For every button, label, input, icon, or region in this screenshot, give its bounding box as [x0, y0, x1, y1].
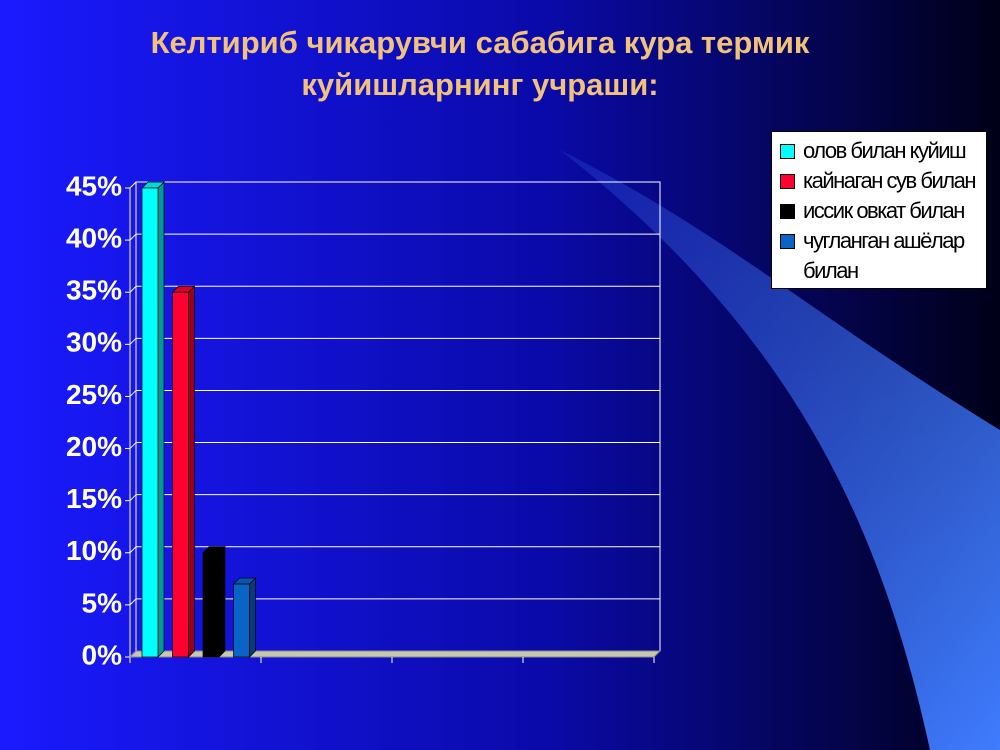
- y-tick-label: 40%: [66, 223, 122, 254]
- grid-line: [129, 337, 137, 345]
- grid-line: [129, 181, 137, 189]
- bar-face: [233, 583, 250, 658]
- legend-label: иссик овкат билан: [803, 198, 965, 223]
- bar-face: [249, 577, 256, 658]
- bar: [141, 181, 165, 658]
- y-tick-label: 45%: [66, 170, 122, 201]
- legend-item: кайнаган сув билан: [778, 166, 982, 196]
- legend-swatch: [780, 204, 795, 219]
- legend-swatch: [780, 144, 795, 159]
- y-tick-label: 15%: [66, 483, 122, 514]
- grid-line: [129, 598, 137, 606]
- grid-line: [129, 233, 137, 241]
- bar-face: [141, 187, 159, 658]
- bar-face: [202, 552, 220, 658]
- y-tick-label: 35%: [66, 275, 122, 306]
- y-tick-label: 25%: [66, 379, 122, 410]
- y-tick-label: 10%: [66, 535, 122, 566]
- bar-face: [188, 285, 195, 658]
- y-tick-label: 30%: [66, 327, 122, 358]
- bar-face: [157, 181, 165, 658]
- legend-item: чугланган ашёлар билан: [778, 226, 982, 286]
- bar: [171, 285, 196, 658]
- bar-face: [172, 291, 189, 658]
- chart-title: Келтириб чикарувчи сабабига кура термик …: [150, 25, 810, 102]
- legend-item: иссик овкат билан: [778, 196, 982, 226]
- y-tick-label: 5%: [82, 587, 123, 618]
- legend: олов билан куйиш кайнаган сув билан иссик …: [771, 131, 987, 289]
- legend-swatch: [780, 174, 795, 189]
- legend-label: чугланган ашёлар билан: [803, 228, 965, 283]
- legend-label: олов билан куйиш: [803, 138, 967, 163]
- legend-swatch: [780, 234, 795, 249]
- grid-line: [129, 494, 137, 502]
- legend-label: кайнаган сув билан: [803, 168, 976, 193]
- grid-line: [129, 285, 137, 293]
- y-tick-label: 0%: [82, 639, 123, 670]
- grid-line: [129, 546, 137, 554]
- grid-line: [129, 442, 137, 449]
- bar: [232, 577, 257, 658]
- y-tick-label: 20%: [66, 431, 122, 462]
- legend-item: олов билан куйиш: [778, 136, 982, 166]
- grid-line: [129, 390, 137, 397]
- bar-face: [218, 545, 226, 658]
- bar: [202, 545, 226, 658]
- plot-floor: [128, 650, 662, 658]
